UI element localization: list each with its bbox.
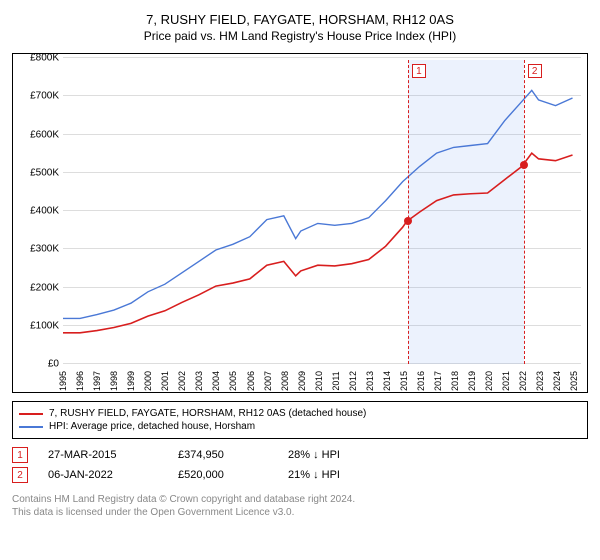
x-tick-label: 2006	[246, 371, 256, 391]
y-tick-label: £300K	[15, 244, 59, 255]
sale-point	[520, 161, 528, 169]
x-tick-label: 2000	[143, 371, 153, 391]
x-tick-label: 2022	[518, 371, 528, 391]
plot-region: £0£100K£200K£300K£400K£500K£600K£700K£80…	[63, 60, 581, 364]
x-tick-label: 2020	[484, 371, 494, 391]
y-tick-label: £100K	[15, 320, 59, 331]
x-tick-label: 2002	[177, 371, 187, 391]
marker-label: 1	[412, 64, 426, 78]
footer-attribution: Contains HM Land Registry data © Crown c…	[12, 493, 588, 519]
chart-area: £0 £100K £200K £300K £400K £500K £600K £700K £80…	[12, 53, 588, 393]
y-tick-label: £800K	[15, 53, 59, 64]
legend-label: 7, RUSHY FIELD, FAYGATE, HORSHAM, RH12 0…	[49, 408, 366, 419]
y-tick-label: £500K	[15, 167, 59, 178]
x-tick-label: 2025	[569, 371, 579, 391]
x-tick-label: 2005	[228, 371, 238, 391]
x-tick-label: 2003	[194, 371, 204, 391]
chart-title: 7, RUSHY FIELD, FAYGATE, HORSHAM, RH12 0…	[12, 12, 588, 27]
x-tick-label: 2004	[211, 371, 221, 391]
y-tick-label: £200K	[15, 282, 59, 293]
x-tick-label: 2009	[297, 371, 307, 391]
x-tick-label: 1995	[58, 371, 68, 391]
y-tick-label: £600K	[15, 129, 59, 140]
marker-line	[524, 60, 525, 364]
sale-price: £374,950	[178, 449, 268, 461]
legend-swatch	[19, 413, 43, 415]
sale-delta: 28% ↓ HPI	[288, 449, 340, 461]
sale-date: 06-JAN-2022	[48, 469, 158, 481]
sale-delta: 21% ↓ HPI	[288, 469, 340, 481]
legend-item: HPI: Average price, detached house, Hors…	[19, 421, 581, 432]
sales-table: 1 27-MAR-2015 £374,950 28% ↓ HPI 2 06-JAN-202…	[12, 447, 588, 483]
x-tick-label: 2014	[382, 371, 392, 391]
x-tick-label: 2024	[552, 371, 562, 391]
sale-badge: 1	[12, 447, 28, 463]
marker-line	[408, 60, 409, 364]
footer-line: This data is licensed under the Open Gov…	[12, 506, 588, 519]
x-tick-label: 2010	[314, 371, 324, 391]
legend-label: HPI: Average price, detached house, Hors…	[49, 421, 255, 432]
x-tick-label: 2013	[365, 371, 375, 391]
legend-swatch	[19, 426, 43, 428]
x-tick-label: 1998	[109, 371, 119, 391]
y-tick-label: £0	[15, 359, 59, 370]
y-tick-label: £700K	[15, 91, 59, 102]
legend-box: 7, RUSHY FIELD, FAYGATE, HORSHAM, RH12 0…	[12, 401, 588, 439]
legend-item: 7, RUSHY FIELD, FAYGATE, HORSHAM, RH12 0…	[19, 408, 581, 419]
x-tick-label: 2023	[535, 371, 545, 391]
x-tick-label: 2016	[416, 371, 426, 391]
series-hpi	[63, 90, 573, 318]
x-tick-label: 2011	[331, 371, 341, 390]
series-property	[63, 153, 573, 333]
x-tick-label: 2001	[160, 371, 170, 391]
x-tick-label: 2015	[399, 371, 409, 391]
x-tick-label: 1996	[75, 371, 85, 391]
sale-badge: 2	[12, 467, 28, 483]
x-tick-label: 2017	[433, 371, 443, 391]
x-tick-label: 2021	[501, 371, 511, 391]
x-tick-label: 1999	[126, 371, 136, 391]
x-tick-label: 1997	[92, 371, 102, 391]
marker-label: 2	[528, 64, 542, 78]
x-tick-label: 2019	[467, 371, 477, 391]
y-tick-label: £400K	[15, 206, 59, 217]
x-tick-label: 2012	[348, 371, 358, 391]
sale-point	[404, 217, 412, 225]
chart-subtitle: Price paid vs. HM Land Registry's House …	[12, 29, 588, 43]
line-layer	[63, 60, 581, 364]
x-tick-label: 2008	[280, 371, 290, 391]
footer-line: Contains HM Land Registry data © Crown c…	[12, 493, 588, 506]
x-tick-label: 2018	[450, 371, 460, 391]
sale-price: £520,000	[178, 469, 268, 481]
sale-row: 1 27-MAR-2015 £374,950 28% ↓ HPI	[12, 447, 588, 463]
gridline	[63, 57, 581, 58]
sale-row: 2 06-JAN-2022 £520,000 21% ↓ HPI	[12, 467, 588, 483]
x-tick-label: 2007	[263, 371, 273, 391]
sale-date: 27-MAR-2015	[48, 449, 158, 461]
